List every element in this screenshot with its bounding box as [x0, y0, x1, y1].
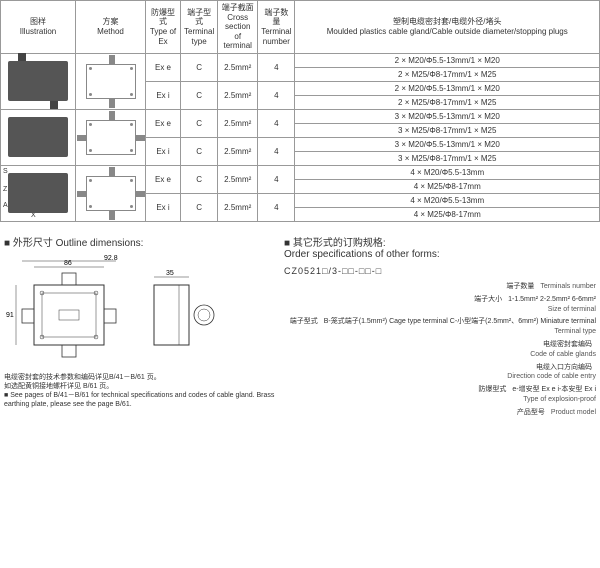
header-gland: 塑制电缆密封套/电缆外径/堵头Moulded plastics cable gl…: [295, 1, 600, 54]
outline-footnote: 电缆密封套的技术参数和编码详见B/41－B/61 页。 如选配黄铜接地螺杆详见 …: [4, 373, 276, 409]
table-row: Ex eC2.5mm²4 2 × M20/Φ5.5-13mm/1 × M20: [1, 53, 600, 67]
axis-x: X: [31, 212, 36, 219]
dim-35: 35: [166, 270, 174, 277]
method-box-3: [86, 120, 136, 155]
axis-a: A: [3, 202, 8, 209]
method-box-4: [86, 176, 136, 211]
dim-91: 91: [6, 312, 14, 319]
table-row: S Z A X Ex eC2.5mm²4 4 × M20/Φ5.5-13mm: [1, 165, 600, 179]
order-title: ■ 其它形式的订购规格: Order specifications of oth…: [284, 234, 596, 260]
order-model: CZ0521□/3-□□-□□-□: [284, 266, 382, 276]
order-section: ■ 其它形式的订购规格: Order specifications of oth…: [280, 230, 600, 425]
method-box-2: [86, 64, 136, 99]
dim-928: 92.8: [104, 255, 118, 262]
table-body: Ex eC2.5mm²4 2 × M20/Φ5.5-13mm/1 × M20 2…: [1, 53, 600, 221]
header-termtype: 端子型式Terminal type: [181, 1, 218, 54]
table-row: Ex eC2.5mm²4 3 × M20/Φ5.5-13mm/1 × M20: [1, 109, 600, 123]
outline-section: ■ 外形尺寸 Outline dimensions: 86: [0, 230, 280, 425]
header-illustration: 图样Illustration: [1, 1, 76, 54]
header-method: 方案Method: [76, 1, 146, 54]
spec-table: 图样Illustration 方案Method 防爆型式Type of Ex 端…: [0, 0, 600, 222]
illustration-box-3: [8, 117, 68, 157]
outline-drawing: 86 92.8 91 35: [4, 255, 264, 365]
axis-z: Z: [3, 186, 7, 193]
order-tree: 端子数量 Terminals number 端子大小 1-1.5mm² 2-2.…: [284, 282, 596, 418]
order-model-line: CZ0521□/3-□□-□□-□: [284, 266, 596, 276]
header-cross: 端子截面Cross section of terminal: [218, 1, 258, 54]
outline-title: ■ 外形尺寸 Outline dimensions:: [4, 234, 276, 249]
header-termnum: 端子数量Terminal number: [258, 1, 295, 54]
axis-s: S: [3, 168, 8, 175]
illustration-box-2: [8, 61, 68, 101]
header-typeex: 防爆型式Type of Ex: [146, 1, 181, 54]
illustration-box-4: [8, 173, 68, 213]
